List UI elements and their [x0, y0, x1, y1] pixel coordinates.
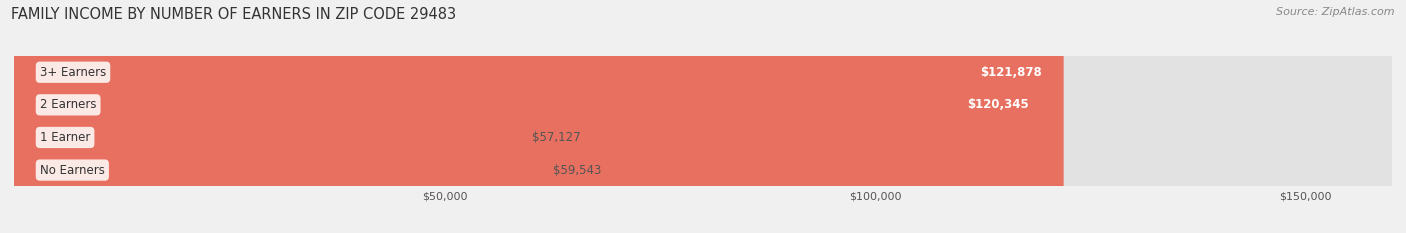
- Text: 3+ Earners: 3+ Earners: [39, 66, 105, 79]
- FancyBboxPatch shape: [14, 0, 527, 233]
- Text: $57,127: $57,127: [531, 131, 581, 144]
- Text: No Earners: No Earners: [39, 164, 105, 177]
- Text: 1 Earner: 1 Earner: [39, 131, 90, 144]
- Text: 2 Earners: 2 Earners: [39, 98, 97, 111]
- FancyBboxPatch shape: [14, 0, 506, 233]
- FancyBboxPatch shape: [14, 0, 1392, 233]
- Text: Source: ZipAtlas.com: Source: ZipAtlas.com: [1277, 7, 1395, 17]
- Text: FAMILY INCOME BY NUMBER OF EARNERS IN ZIP CODE 29483: FAMILY INCOME BY NUMBER OF EARNERS IN ZI…: [11, 7, 457, 22]
- Text: $59,543: $59,543: [553, 164, 600, 177]
- Text: $121,878: $121,878: [980, 66, 1042, 79]
- FancyBboxPatch shape: [14, 0, 1392, 233]
- FancyBboxPatch shape: [14, 0, 1050, 233]
- FancyBboxPatch shape: [14, 0, 1392, 233]
- FancyBboxPatch shape: [14, 0, 1064, 233]
- FancyBboxPatch shape: [14, 0, 1392, 233]
- Text: $120,345: $120,345: [967, 98, 1029, 111]
